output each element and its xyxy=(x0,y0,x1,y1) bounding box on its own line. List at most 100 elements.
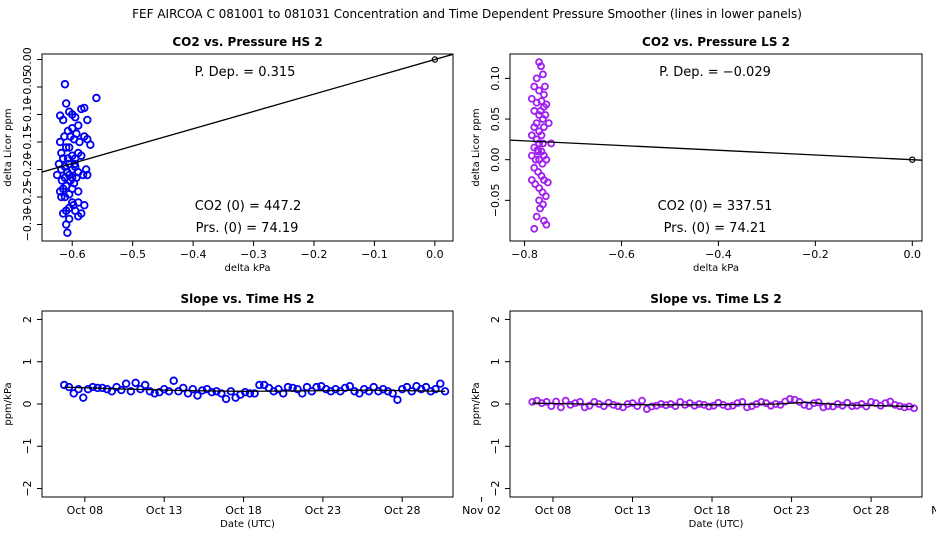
data-point xyxy=(530,224,539,233)
annotation-co2-0: CO2 (0) = 447.2 xyxy=(195,199,302,214)
data-point xyxy=(530,82,539,91)
data-point xyxy=(61,143,71,152)
y-tick-label: 2 xyxy=(21,316,34,323)
smoother-line xyxy=(64,386,446,392)
data-point xyxy=(55,137,65,147)
data-point xyxy=(58,154,68,163)
panel-title: Slope vs. Time HS 2 xyxy=(181,292,315,306)
data-point xyxy=(60,192,70,202)
data-point xyxy=(364,387,374,396)
figure-title: FEF AIRCOA C 081001 to 081031 Concentrat… xyxy=(132,7,802,21)
x-tick-label: Oct 23 xyxy=(305,504,342,517)
y-tick-label: 0.10 xyxy=(489,66,502,91)
y-tick-label: −0.05 xyxy=(21,70,34,104)
data-point xyxy=(131,378,140,388)
y-tick-label: 1 xyxy=(489,358,502,365)
data-point xyxy=(538,159,547,168)
data-point xyxy=(536,107,545,115)
data-point xyxy=(169,376,178,385)
data-point xyxy=(188,385,197,394)
data-point xyxy=(340,383,350,393)
data-point xyxy=(539,139,547,148)
x-axis-label: Date (UTC) xyxy=(689,519,744,530)
data-point xyxy=(571,399,580,408)
y-tick-label: −0.20 xyxy=(21,153,34,187)
annotation-pdep: P. Dep. = 0.315 xyxy=(195,65,296,80)
data-point xyxy=(900,403,909,412)
data-point xyxy=(528,397,537,406)
data-point xyxy=(910,404,918,413)
annotation-prs-0: Prs. (0) = 74.21 xyxy=(664,221,767,236)
data-point xyxy=(733,399,742,408)
data-layer xyxy=(528,395,918,413)
y-tick-label: −2 xyxy=(489,480,502,496)
data-point xyxy=(117,385,126,395)
data-point xyxy=(121,379,131,388)
data-point xyxy=(542,100,551,109)
data-point xyxy=(614,402,623,411)
fit-line xyxy=(42,54,453,173)
x-tick-label: −0.2 xyxy=(301,248,328,261)
data-point xyxy=(293,385,302,394)
data-point xyxy=(207,387,216,397)
data-point xyxy=(542,155,551,164)
data-point xyxy=(179,383,188,393)
data-point xyxy=(58,209,68,218)
data-point xyxy=(647,402,656,411)
panel-ls_pressure: CO2 vs. Pressure LS 2 −0.8 −0.6 −0.4 −0.2 0.0… xyxy=(471,35,923,274)
data-point xyxy=(279,389,288,398)
data-point xyxy=(80,201,89,210)
data-point xyxy=(298,389,307,398)
data-point xyxy=(819,403,828,412)
annotation-prs-0: Prs. (0) = 74.19 xyxy=(196,221,299,236)
y-tick-label: 0 xyxy=(21,401,34,408)
x-tick-label: −0.1 xyxy=(361,248,388,261)
data-point xyxy=(393,395,402,404)
plot-frame xyxy=(509,53,923,242)
data-point xyxy=(786,395,794,403)
x-tick-label: Oct 18 xyxy=(225,504,262,517)
data-point xyxy=(55,111,65,120)
x-axis-label: delta kPa xyxy=(693,263,739,274)
data-point xyxy=(633,402,642,411)
data-layer xyxy=(42,54,453,237)
x-tick-label: Oct 23 xyxy=(773,504,810,517)
data-point xyxy=(72,173,81,182)
y-tick-label: 0.00 xyxy=(489,147,502,172)
x-tick-label: Oct 18 xyxy=(694,504,731,517)
data-point xyxy=(657,400,666,408)
data-point xyxy=(539,70,547,79)
data-point xyxy=(527,94,536,103)
data-point xyxy=(345,382,355,391)
data-point xyxy=(530,163,539,172)
x-tick-label: Oct 08 xyxy=(535,504,572,517)
data-point xyxy=(527,131,536,140)
y-tick-label: 2 xyxy=(489,316,502,323)
data-point xyxy=(638,396,646,405)
data-point xyxy=(193,391,202,400)
data-point xyxy=(537,62,545,71)
data-point xyxy=(69,389,78,398)
x-tick-label: −0.6 xyxy=(59,248,86,261)
data-point xyxy=(527,151,536,160)
y-tick-label: −0.30 xyxy=(21,208,34,242)
data-point xyxy=(63,228,72,237)
data-point xyxy=(217,389,226,398)
data-point xyxy=(704,402,713,411)
data-point xyxy=(57,176,67,185)
y-tick-label: −0.10 xyxy=(21,98,34,132)
data-point xyxy=(530,123,539,132)
x-tick-label: −0.6 xyxy=(608,248,635,261)
data-layer xyxy=(60,376,450,404)
data-point xyxy=(88,382,97,392)
data-point xyxy=(69,201,78,210)
data-point xyxy=(540,123,548,132)
data-point xyxy=(862,402,871,411)
y-tick-label: 1 xyxy=(21,358,34,365)
data-point xyxy=(221,394,231,404)
reference-point xyxy=(431,56,439,63)
plot-frame xyxy=(41,53,454,242)
data-point xyxy=(552,397,561,406)
data-point xyxy=(557,403,565,412)
data-point xyxy=(63,168,72,177)
